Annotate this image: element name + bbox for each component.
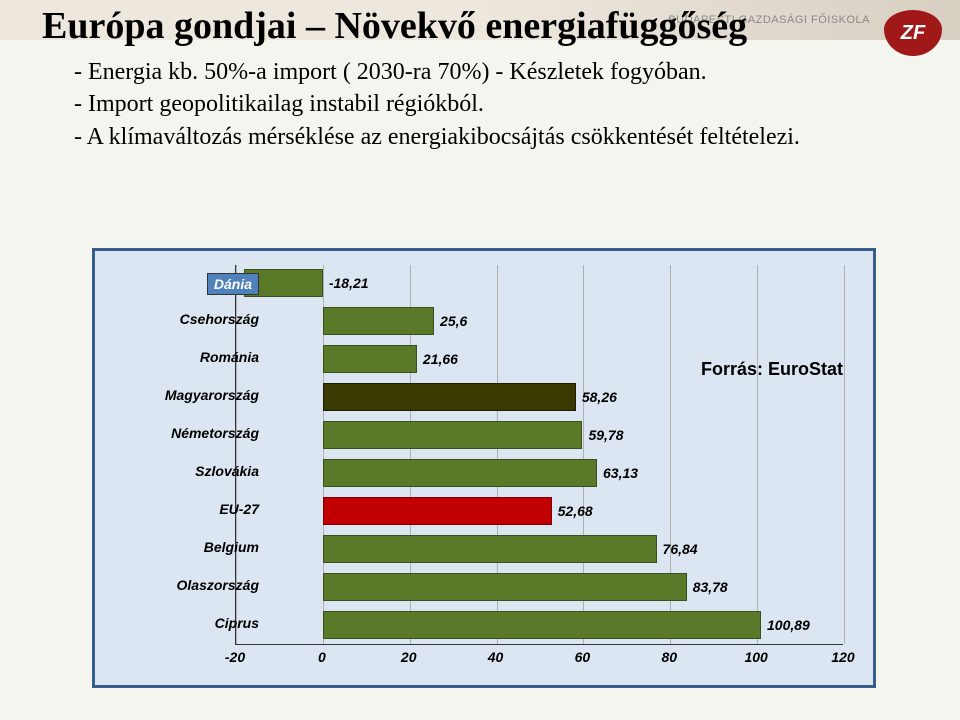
chart-xtick: 100 xyxy=(744,649,767,665)
chart-value-label: 63,13 xyxy=(603,465,638,481)
chart-xtick: 20 xyxy=(401,649,417,665)
chart-category-label: Románia xyxy=(127,349,259,365)
chart-category-label: Németország xyxy=(127,425,259,441)
chart-gridline xyxy=(757,265,758,644)
chart-category-label: Magyarország xyxy=(127,387,259,403)
slide-title: Európa gondjai – Növekvő energiafüggőség xyxy=(42,4,918,48)
chart-bar xyxy=(323,421,583,449)
chart-xtick: 0 xyxy=(318,649,326,665)
chart-bar xyxy=(323,459,597,487)
chart-value-label: 76,84 xyxy=(663,541,698,557)
chart-value-label: 58,26 xyxy=(582,389,617,405)
chart-bar xyxy=(323,307,434,335)
chart-xtick: 60 xyxy=(575,649,591,665)
bullet-item: - Import geopolitikailag instabil régiók… xyxy=(74,88,908,120)
chart-xtick: 120 xyxy=(831,649,854,665)
chart-value-label: 25,6 xyxy=(440,313,467,329)
chart-bar xyxy=(323,535,657,563)
chart-value-label: 83,78 xyxy=(693,579,728,595)
chart-category-label: Csehország xyxy=(127,311,259,327)
chart-frame: -18,21 25,6 21,66 58,26 59,78 63,13 52,68 76,84… xyxy=(92,248,876,688)
chart-plot: -18,21 25,6 21,66 58,26 59,78 63,13 52,68 76,84… xyxy=(235,265,843,645)
chart-xtick: 80 xyxy=(661,649,677,665)
chart-category-label: EU-27 xyxy=(127,501,259,517)
chart-bar xyxy=(323,611,761,639)
chart-value-label: -18,21 xyxy=(329,275,369,291)
bullet-list: - Energia kb. 50%-a import ( 2030-ra 70%… xyxy=(74,56,908,153)
bullet-item: - Energia kb. 50%-a import ( 2030-ra 70%… xyxy=(74,56,908,88)
chart-category-label: Dánia xyxy=(207,273,259,295)
chart-category-label: Szlovákia xyxy=(127,463,259,479)
chart-bar xyxy=(323,383,576,411)
chart-value-label: 59,78 xyxy=(588,427,623,443)
chart-value-label: 52,68 xyxy=(558,503,593,519)
chart-category-label: Olaszország xyxy=(127,577,259,593)
chart-xtick: 40 xyxy=(488,649,504,665)
chart-category-label: Belgium xyxy=(127,539,259,555)
chart-bar xyxy=(323,497,552,525)
chart-xtick: -20 xyxy=(225,649,245,665)
chart-value-label: 21,66 xyxy=(423,351,458,367)
chart-category-label: Ciprus xyxy=(127,615,259,631)
chart-value-label: 100,89 xyxy=(767,617,810,633)
chart-source: Forrás: EuroStat xyxy=(701,359,843,380)
slide-content: Európa gondjai – Növekvő energiafüggőség… xyxy=(42,0,918,153)
chart-bar xyxy=(323,573,687,601)
bullet-item: - A klímaváltozás mérséklése az energiak… xyxy=(74,121,908,153)
chart-gridline xyxy=(844,265,845,644)
chart-bar xyxy=(323,345,417,373)
